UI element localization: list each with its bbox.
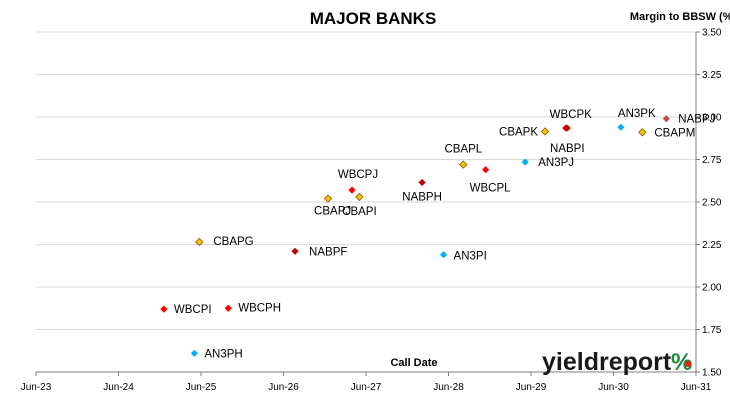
x-tick-label: Jun-27 bbox=[351, 382, 382, 393]
point-label-nabpf: NABPF bbox=[309, 246, 347, 258]
x-tick-label: Jun-25 bbox=[186, 382, 217, 393]
data-point-cbapl bbox=[459, 160, 468, 169]
y-tick-label: 1.50 bbox=[702, 368, 722, 379]
point-label-wbcpl: WBCPL bbox=[470, 183, 512, 195]
gridlines bbox=[36, 31, 696, 330]
point-label-cbapg: CBAPG bbox=[213, 236, 253, 248]
x-tick-label: Jun-30 bbox=[598, 382, 629, 393]
y-tick-label: 2.00 bbox=[702, 283, 722, 294]
point-label-wbcpi: WBCPI bbox=[174, 304, 212, 316]
data-point-cbapi bbox=[355, 192, 364, 202]
point-labels: WBCPI WBCPH AN3PH CBAPG NABPF CBAPJ WBCPJ CBAPI… bbox=[174, 108, 716, 360]
data-point-wbcpj bbox=[348, 186, 356, 194]
point-label-nabpi: NABPI bbox=[550, 143, 585, 155]
point-label-an3ph: AN3PH bbox=[204, 348, 242, 360]
data-points bbox=[160, 115, 670, 357]
point-label-cbapk: CBAPK bbox=[499, 126, 538, 138]
data-point-an3ph bbox=[190, 349, 198, 357]
y-tick-label: 2.75 bbox=[702, 155, 722, 166]
point-label-an3pj: AN3PJ bbox=[538, 157, 574, 169]
x-tick-label: Jun-29 bbox=[516, 382, 547, 393]
point-label-cbapl: CBAPL bbox=[444, 144, 482, 156]
point-label-nabph: NABPH bbox=[402, 191, 442, 203]
logo-dot bbox=[684, 360, 692, 368]
y-tick-label: 2.50 bbox=[702, 198, 722, 209]
logo-text: yieldreport bbox=[542, 348, 672, 376]
x-tick-label: Jun-24 bbox=[103, 382, 134, 393]
x-tick-label: Jun-31 bbox=[681, 382, 712, 393]
y-tick-label: 2.25 bbox=[702, 240, 722, 251]
point-label-an3pk: AN3PK bbox=[618, 108, 656, 120]
point-label-wbcpj: WBCPJ bbox=[338, 169, 378, 181]
point-label-an3pi: AN3PI bbox=[454, 251, 487, 263]
x-axis-label: Call Date bbox=[390, 357, 437, 369]
data-point-cbapj bbox=[323, 194, 333, 203]
axes: 1.50 1.75 2.00 2.25 2.50 2.75 3.00 3.25 3.50 Jun-… bbox=[21, 28, 722, 394]
data-point-nabpf bbox=[291, 247, 299, 255]
yieldreport-logo: yieldreport % bbox=[542, 348, 692, 376]
y-tick-label: 3.00 bbox=[702, 113, 722, 124]
x-tick-label: Jun-28 bbox=[433, 382, 464, 393]
data-point-wbcpl bbox=[482, 166, 490, 174]
point-label-cbapi: CBAPI bbox=[342, 206, 377, 218]
data-point-nabpj bbox=[662, 115, 670, 123]
data-point-cbapg bbox=[195, 237, 204, 247]
y-tick-label: 3.25 bbox=[702, 70, 722, 81]
data-point-an3pj bbox=[521, 158, 529, 166]
data-point-cbapm bbox=[638, 128, 647, 137]
logo-percent: % bbox=[671, 349, 692, 376]
y-tick-label: 3.50 bbox=[702, 28, 722, 39]
point-label-cbapj: CBAPJ bbox=[314, 206, 351, 218]
data-point-cbapk bbox=[540, 127, 550, 136]
data-point-wbcpi bbox=[160, 305, 168, 313]
point-label-nabpj: NABPJ bbox=[678, 114, 715, 126]
point-label-wbcpk: WBCPK bbox=[550, 109, 593, 121]
chart-title: MAJOR BANKS bbox=[310, 9, 437, 28]
point-label-cbapm: CBAPM bbox=[654, 127, 695, 139]
data-point-an3pi bbox=[439, 251, 448, 259]
data-point-wbcph bbox=[224, 304, 232, 312]
data-point-nabph bbox=[418, 178, 426, 187]
data-point-nabpi bbox=[563, 124, 571, 132]
x-tick-label: Jun-26 bbox=[268, 382, 299, 393]
x-tick-label: Jun-23 bbox=[21, 382, 52, 393]
y-tick-label: 1.75 bbox=[702, 325, 722, 336]
point-label-wbcph: WBCPH bbox=[238, 302, 281, 314]
y-axis-label: Margin to BBSW (%) bbox=[630, 11, 730, 23]
data-point-an3pk bbox=[617, 123, 625, 131]
